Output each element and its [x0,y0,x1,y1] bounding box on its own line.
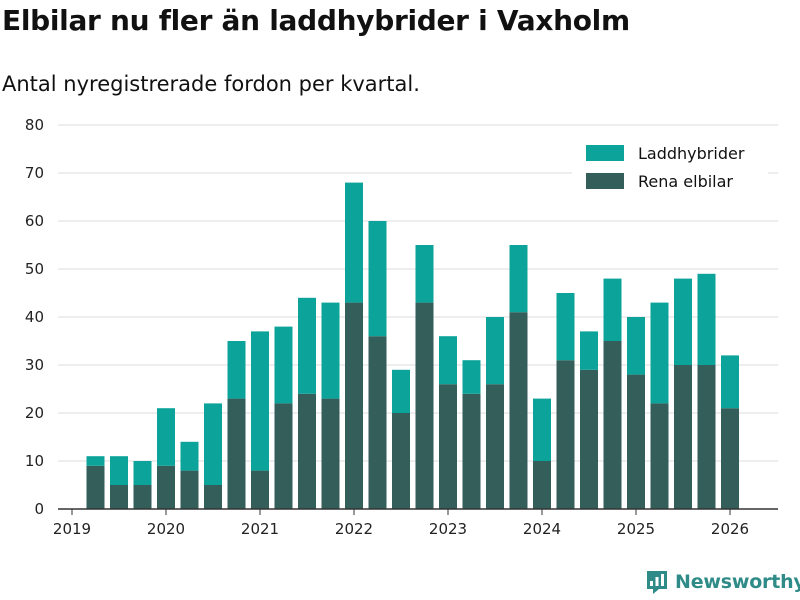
bar-rena-elbilar [86,465,105,509]
bar-laddhybrider [556,293,575,361]
bar-laddhybrider [274,326,293,404]
bar-laddhybrider [462,360,481,394]
y-tick-label: 70 [25,164,44,182]
bar-rena-elbilar [180,470,199,509]
bar-rena-elbilar [697,365,716,509]
x-tick-label: 2025 [617,520,655,538]
bar-laddhybrider [533,398,551,461]
x-tick-label: 2026 [711,520,749,538]
y-tick-label: 20 [25,404,44,422]
y-tick-label: 10 [25,452,44,470]
bar-rena-elbilar [674,365,692,509]
bar-laddhybrider [321,302,340,399]
bars [86,182,739,509]
bar-laddhybrider [721,355,739,409]
x-tick-label: 2020 [147,520,185,538]
bar-laddhybrider [415,245,434,303]
chart-subtitle: Antal nyregistrerade fordon per kvartal. [2,72,420,96]
bar-rena-elbilar [227,398,246,509]
bar-rena-elbilar [650,403,669,509]
brand-name: Newsworthy [675,571,800,593]
bar-rena-elbilar [345,302,363,509]
bar-laddhybrider [439,336,457,385]
y-tick-label: 50 [25,260,44,278]
bar-laddhybrider [486,317,504,385]
bar-rena-elbilar [556,360,575,509]
bar-rena-elbilar [392,413,410,509]
newsworthy-brand[interactable]: Newsworthy [645,569,800,595]
bar-rena-elbilar [439,384,457,509]
bar-laddhybrider [180,441,199,471]
legend-swatch-rena-elbilar [586,173,624,189]
bar-laddhybrider [697,273,716,365]
bar-laddhybrider [674,278,692,365]
bar-laddhybrider [204,403,222,485]
bar-laddhybrider [251,331,269,471]
bar-laddhybrider [580,331,598,370]
y-tick-label: 40 [25,308,44,326]
bar-rena-elbilar [603,341,622,509]
bar-rena-elbilar [204,485,222,509]
bar-laddhybrider [627,317,645,375]
bar-laddhybrider [368,221,387,337]
chart-title: Elbilar nu fler än laddhybrider i Vaxhol… [2,4,630,37]
x-tick-label: 2023 [429,520,467,538]
bar-laddhybrider [110,456,128,485]
bar-rena-elbilar [368,336,387,509]
legend-swatch-laddhybrider [586,145,624,161]
y-tick-label: 60 [25,212,44,230]
bar-rena-elbilar [627,374,645,509]
bar-laddhybrider [157,408,175,466]
bar-rena-elbilar [509,312,528,509]
bar-laddhybrider [509,245,528,313]
bar-laddhybrider [392,369,410,413]
x-tick-label: 2021 [241,520,279,538]
x-tick-label: 2024 [523,520,561,538]
y-tick-label: 0 [34,500,44,518]
bar-rena-elbilar [415,302,434,509]
bar-rena-elbilar [580,369,598,509]
bar-laddhybrider [133,461,152,485]
bar-rena-elbilar [462,393,481,509]
legend-label-rena-elbilar: Rena elbilar [638,172,733,191]
bar-rena-elbilar [251,470,269,509]
bar-laddhybrider [345,182,363,303]
legend: Laddhybrider Rena elbilar [572,136,768,196]
bar-rena-elbilar [486,384,504,509]
bar-laddhybrider [227,341,246,399]
y-tick-label: 30 [25,356,44,374]
bar-rena-elbilar [274,403,293,509]
y-tick-label: 80 [25,116,44,134]
x-tick-label: 2022 [335,520,373,538]
bar-laddhybrider [603,278,622,341]
bar-laddhybrider [650,302,669,404]
bar-rena-elbilar [321,398,340,509]
newsworthy-logo-icon [647,571,667,594]
bar-rena-elbilar [721,408,739,509]
bar-laddhybrider [86,456,105,466]
bar-rena-elbilar [298,393,316,509]
bar-rena-elbilar [110,485,128,509]
legend-label-laddhybrider: Laddhybrider [638,144,745,163]
bar-rena-elbilar [157,465,175,509]
bar-rena-elbilar [533,461,551,509]
bar-laddhybrider [298,297,316,394]
bar-rena-elbilar [133,485,152,509]
x-tick-label: 2019 [53,520,91,538]
y-axis-ticks: 0 10 20 30 40 50 60 70 80 [25,116,44,518]
x-axis-ticks: 2019 2020 2021 2022 2023 2024 2025 2026 [53,509,749,538]
